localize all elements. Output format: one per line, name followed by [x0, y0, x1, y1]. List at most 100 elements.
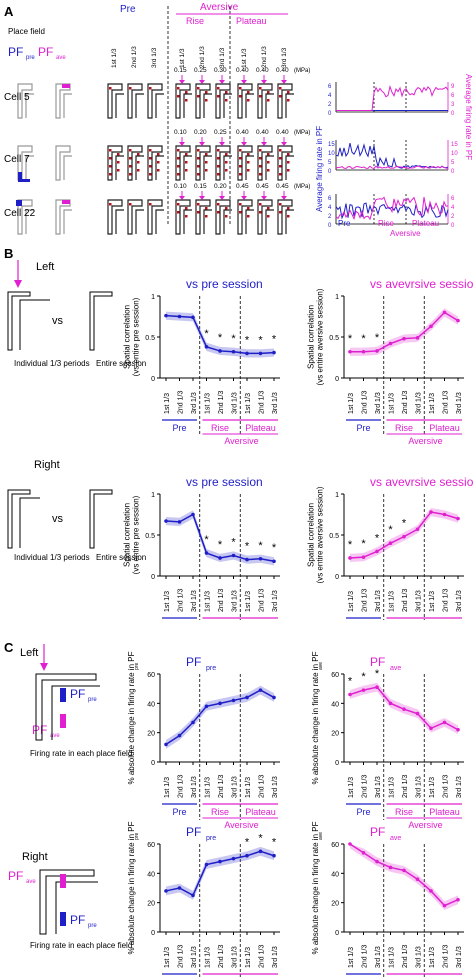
trace-tick-right: 0 [451, 111, 455, 117]
chart-title: vs pre session [186, 277, 263, 291]
chart-star: * [204, 534, 209, 546]
trace-tick-right: 6 [451, 93, 455, 99]
maze-arm [115, 155, 124, 180]
chart-x-tick-label-text: 2nd 1/3 [402, 945, 409, 968]
chart-point [429, 510, 433, 514]
period-label-text: 1st 1/3 [111, 48, 118, 68]
trace-tick-right: 9 [451, 84, 455, 90]
mpa-label: (MPa) [294, 68, 310, 74]
b-left-label: Left [36, 261, 54, 273]
chart-x-tick-label: 1st 1/3 [389, 777, 396, 798]
pressure-label: 0.10 [174, 129, 187, 136]
chart-x-tick-label: 1st 1/3 [245, 591, 252, 612]
period-label-text: 2nd 1/3 [131, 46, 138, 68]
chart-x-tick-label-text: 1st 1/3 [348, 947, 355, 968]
spike-dot [177, 173, 180, 176]
chart-x-tick-label: 1st 1/3 [164, 777, 171, 798]
chart-x-tick-label-text: 1st 1/3 [389, 393, 396, 414]
spike-dot [217, 87, 220, 90]
chart-x-tick-label-text: 1st 1/3 [429, 591, 436, 612]
chart-y-tick-label: 40 [331, 701, 339, 708]
maze-arm [175, 83, 191, 119]
pf-ave-mark [62, 84, 70, 88]
air-puff-arrowhead [199, 142, 205, 146]
group-label-aversive: Aversive [224, 436, 258, 446]
chart-x-tick-label-text: 1st 1/3 [429, 777, 436, 798]
b-left-entire: Entire session [96, 359, 146, 368]
chart-x-tick-label: 2nd 1/3 [218, 589, 225, 612]
chart-x-tick-label: 3rd 1/3 [456, 776, 463, 798]
chart-x-tick-label: 2nd 1/3 [259, 775, 266, 798]
chart-star: * [245, 334, 250, 346]
chart-x-tick-label: 3rd 1/3 [416, 776, 423, 798]
spike-dot [247, 153, 250, 156]
chart-y-label-text: (vs entire aversive session) [316, 288, 325, 385]
spike-dot [247, 169, 250, 172]
session-maze [215, 83, 232, 119]
trace-x-aversive: Aversive [390, 229, 421, 238]
maze-arm [215, 199, 231, 235]
chart-x-tick-label-text: 2nd 1/3 [218, 945, 225, 968]
spike-dot [197, 203, 200, 206]
spike-dot [197, 165, 200, 168]
cell-5-label: Cell 5 [4, 92, 30, 103]
maze-arm [63, 155, 72, 180]
chart-star: * [388, 524, 393, 536]
chart-point [218, 859, 222, 864]
spike-dot [205, 91, 208, 94]
chart-y-tick-label: 40 [147, 871, 155, 878]
group-label-pre: Pre [356, 807, 370, 817]
chart-x-tick-label-text: 2nd 1/3 [218, 775, 225, 798]
chart-x-tick-label-text: 1st 1/3 [389, 591, 396, 612]
chart-point [415, 711, 420, 716]
chart-point [204, 704, 209, 709]
spike-dot [225, 91, 228, 94]
session-maze [127, 199, 144, 235]
spike-dot [239, 95, 242, 98]
cell-22-label: Cell 22 [4, 208, 36, 219]
period-label: 3rd 1/3 [151, 47, 158, 68]
chart-x-tick-label-text: 2nd 1/3 [362, 589, 369, 612]
chart-point [456, 897, 460, 902]
chart-star: * [361, 671, 366, 683]
chart-x-tick-label-text: 3rd 1/3 [375, 392, 382, 414]
session-maze [237, 145, 254, 181]
place-field-label: Place field [8, 27, 45, 36]
session-maze [147, 83, 164, 119]
chart-star: * [204, 328, 209, 340]
period-label: 3rd 1/3 [281, 47, 288, 68]
period-label-text: 3rd 1/3 [281, 47, 288, 68]
chart-x-tick-label: 1st 1/3 [429, 393, 436, 414]
chart-x-tick-label: 3rd 1/3 [232, 776, 239, 798]
spike-dot [217, 95, 220, 98]
chart-title-sub: ave [390, 665, 401, 672]
c-left-pfave-sub: ave [50, 733, 60, 739]
chart-x-tick-label-text: 2nd 1/3 [443, 775, 450, 798]
spike-dot [287, 169, 290, 172]
session-maze [107, 145, 124, 181]
spike-dot [137, 153, 140, 156]
chart-title: vs avevrsive session [370, 277, 474, 291]
session-maze [107, 83, 124, 119]
chart-x-tick-label: 2nd 1/3 [362, 391, 369, 414]
chart-x-tick-label: 3rd 1/3 [416, 590, 423, 612]
chart-point [388, 541, 393, 545]
chart-point [456, 318, 460, 323]
chart-x-tick-label: 1st 1/3 [348, 947, 355, 968]
chart-point [231, 349, 236, 354]
spike-dot [267, 207, 270, 210]
spike-dot [279, 149, 282, 152]
chart-x-tick-label-text: 3rd 1/3 [232, 392, 239, 414]
maze-arm [245, 93, 254, 118]
chart-x-tick-label: 3rd 1/3 [375, 392, 382, 414]
pf-pre-legend-sub: pre [26, 55, 35, 61]
maze-arm [285, 155, 294, 180]
chart-point [348, 692, 352, 697]
chart-x-tick-label: 2nd 1/3 [259, 945, 266, 968]
chart-x-tick-label: 2nd 1/3 [362, 945, 369, 968]
group-label-plateau: Plateau [429, 423, 460, 433]
spike-dot [177, 157, 180, 160]
chart-x-tick-label-text: 2nd 1/3 [259, 391, 266, 414]
maze-arm [55, 199, 71, 235]
chart-x-tick-label: 1st 1/3 [348, 393, 355, 414]
